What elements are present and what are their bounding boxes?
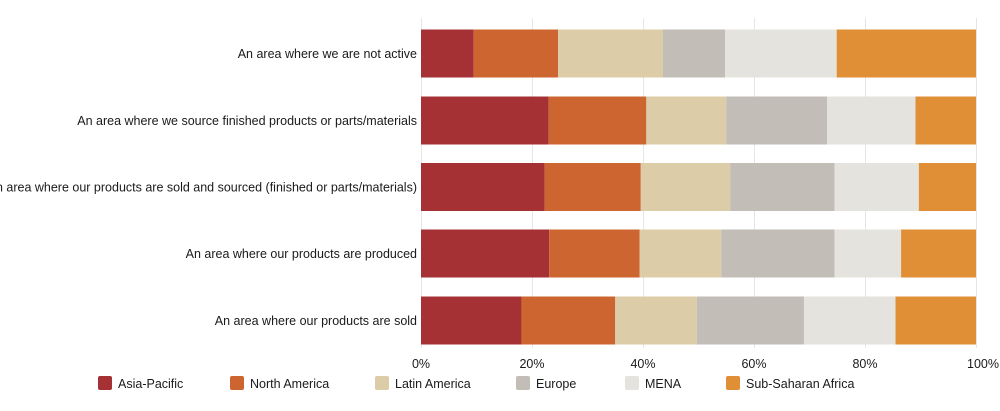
bar-segment-5-asia-pacific	[421, 296, 522, 345]
x-tick-label-60pct: 60%	[741, 357, 766, 371]
bar-segment-1-mena	[725, 29, 837, 78]
bar-segment-1-asia-pacific	[421, 29, 474, 78]
x-tick-label-20pct: 20%	[519, 357, 544, 371]
legend: Asia-Pacific North America Latin America Eu…	[98, 376, 854, 391]
bar-segment-3-sub-saharan-africa	[918, 163, 976, 211]
bar-segment-1-north-america	[473, 29, 559, 78]
category-label-1: An area where we are not active	[238, 47, 417, 61]
bar-segment-2-latin-america	[646, 96, 727, 145]
bar-segment-3-europe	[730, 163, 835, 211]
category-label-2: An area where we source finished product…	[77, 114, 417, 128]
bar-segment-1-europe	[662, 29, 726, 78]
bar-segment-4-latin-america	[639, 229, 722, 278]
legend-label-asia-pacific: Asia-Pacific	[118, 377, 183, 391]
bar-segment-4-asia-pacific	[421, 229, 550, 278]
category-label-4: An area where our products are produced	[186, 247, 417, 261]
bar-segment-3-latin-america	[640, 163, 731, 211]
legend-label-europe: Europe	[536, 377, 576, 391]
bar-layer	[421, 29, 976, 345]
bar-segment-4-mena	[834, 229, 902, 278]
legend-label-north-america: North America	[250, 377, 329, 391]
bar-segment-5-latin-america	[615, 296, 697, 345]
bar-segment-2-asia-pacific	[421, 96, 549, 145]
bar-segment-1-latin-america	[558, 29, 663, 78]
bar-segment-2-sub-saharan-africa	[915, 96, 976, 145]
legend-label-latin-america: Latin America	[395, 377, 471, 391]
bar-segment-3-north-america	[544, 163, 641, 211]
x-tick-label-0pct: 0%	[412, 357, 430, 371]
legend-swatch-north-america	[230, 376, 244, 390]
x-tick-label-40pct: 40%	[630, 357, 655, 371]
legend-swatch-mena	[625, 376, 639, 390]
x-tick-label-100pct: 100%	[967, 357, 999, 371]
legend-label-sub-saharan-africa: Sub-Saharan Africa	[746, 377, 854, 391]
legend-swatch-latin-america	[375, 376, 389, 390]
bar-segment-5-mena	[803, 296, 896, 345]
category-label-3: An area where our products are sold and …	[0, 181, 417, 195]
bar-segment-3-mena	[834, 163, 919, 211]
category-labels: An area where we are not active An area w…	[0, 47, 417, 328]
legend-swatch-europe	[516, 376, 530, 390]
category-label-5: An area where our products are sold	[215, 314, 417, 328]
bar-segment-2-north-america	[548, 96, 647, 145]
bar-segment-5-north-america	[521, 296, 616, 345]
legend-label-mena: MENA	[645, 377, 682, 391]
bar-segment-2-mena	[827, 96, 916, 145]
bar-segment-4-north-america	[549, 229, 640, 278]
legend-swatch-sub-saharan-africa	[726, 376, 740, 390]
x-axis-ticks: 0% 20% 40% 60% 80% 100%	[412, 357, 999, 371]
bar-segment-3-asia-pacific	[421, 163, 545, 211]
x-tick-label-80pct: 80%	[852, 357, 877, 371]
bar-segment-5-europe	[696, 296, 804, 345]
bar-segment-1-sub-saharan-africa	[836, 29, 976, 78]
bar-segment-2-europe	[726, 96, 828, 145]
bar-segment-4-europe	[721, 229, 835, 278]
bar-segment-5-sub-saharan-africa	[895, 296, 976, 345]
bar-segment-4-sub-saharan-africa	[901, 229, 976, 278]
legend-swatch-asia-pacific	[98, 376, 112, 390]
